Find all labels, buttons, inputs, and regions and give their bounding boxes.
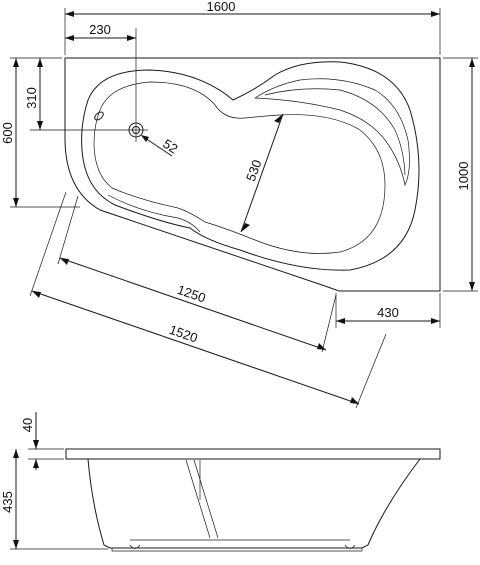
dim-label-530: 530 bbox=[243, 158, 265, 184]
dim-wide-end-offset: 430 bbox=[335, 293, 441, 328]
dim-label-1000: 1000 bbox=[456, 162, 471, 191]
tub-seat-contour bbox=[107, 194, 201, 233]
dim-label-1520: 1520 bbox=[167, 322, 199, 346]
side-view bbox=[65, 448, 441, 552]
dim-label-1250: 1250 bbox=[175, 282, 207, 306]
side-drain-bump bbox=[129, 544, 141, 549]
dim-drain-diameter: 52 bbox=[141, 135, 181, 156]
dim-overall-length: 1600 bbox=[64, 0, 441, 55]
dim-label-310: 310 bbox=[24, 87, 39, 109]
top-view bbox=[64, 57, 441, 292]
dim-slanted-length: 1520 bbox=[29, 191, 387, 409]
dim-label-1600: 1600 bbox=[207, 0, 236, 14]
dim-label-230: 230 bbox=[89, 22, 111, 37]
dim-label-40: 40 bbox=[20, 418, 35, 432]
dim-tub-depth: 435 bbox=[0, 449, 108, 550]
side-body bbox=[87, 458, 421, 549]
tub-backrest-contour bbox=[253, 78, 410, 187]
tub-bowl-bottom bbox=[93, 81, 386, 254]
dim-label-600: 600 bbox=[0, 122, 15, 144]
side-contour-1 bbox=[185, 459, 211, 539]
tub-inner-rim bbox=[81, 61, 420, 271]
side-base bbox=[111, 548, 363, 552]
dim-drain-offset-x: 230 bbox=[65, 22, 137, 118]
dim-overall-width: 1000 bbox=[443, 57, 478, 292]
side-contour-2 bbox=[193, 459, 219, 539]
tub-inner-curve bbox=[264, 88, 406, 176]
side-rim bbox=[65, 448, 441, 460]
dim-inner-width: 530 bbox=[240, 113, 284, 233]
dim-label-430: 430 bbox=[377, 305, 399, 320]
dim-rim-height: 40 bbox=[20, 412, 64, 470]
dim-narrow-end-width: 600 bbox=[0, 57, 80, 208]
tub-outer-outline bbox=[64, 57, 441, 292]
dim-inner-length: 1250 bbox=[57, 195, 337, 353]
dim-label-435: 435 bbox=[0, 491, 15, 513]
dim-drain-offset-y: 310 bbox=[24, 58, 124, 131]
overflow-hole bbox=[94, 111, 104, 121]
dim-label-52: 52 bbox=[160, 136, 180, 156]
side-foot-bump bbox=[344, 544, 356, 549]
